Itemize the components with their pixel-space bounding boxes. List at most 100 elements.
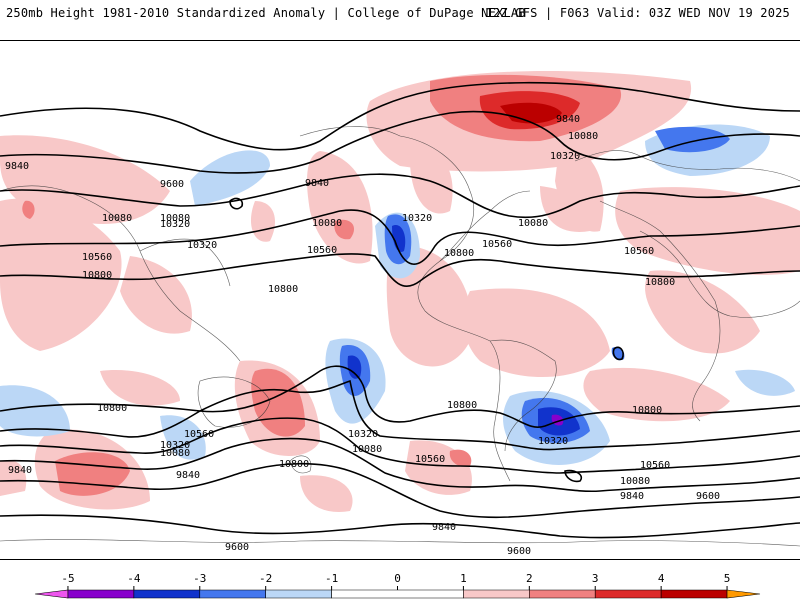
contour-north-a <box>0 81 800 151</box>
contour-label: 10560 <box>415 454 445 465</box>
contour-label: 9840 <box>620 491 644 502</box>
colorbar-segment <box>265 589 332 599</box>
colorbar-legend: -5 -4 -3 -2 -1 0 1 2 3 4 5 <box>0 560 800 600</box>
contour-label: 10800 <box>82 270 112 281</box>
contour-closed-pacific <box>229 197 244 210</box>
contour-mid-a <box>0 209 800 265</box>
colorbar-tick-label: -4 <box>127 572 141 585</box>
anomaly-pos4 <box>500 102 562 124</box>
contour-closed-southern <box>564 469 583 483</box>
colorbar-tick-label: 0 <box>394 572 401 585</box>
contour-label: 10800 <box>97 403 127 414</box>
contour-south-d <box>0 462 800 519</box>
anomaly-pos1 <box>0 198 122 351</box>
contour-south-c <box>0 437 800 493</box>
contour-label: 10080 <box>102 213 132 224</box>
model-valid-time: 12Z GFS | F063 Valid: 03Z WED NOV 19 202… <box>485 6 790 20</box>
contour-label: 10560 <box>640 460 670 471</box>
contour-label: 9840 <box>556 114 580 125</box>
contour-label: 10560 <box>624 246 654 257</box>
contour-label: 10320 <box>348 429 378 440</box>
colorbar-tick-label: 2 <box>526 572 533 585</box>
colorbar-segment <box>34 589 69 599</box>
colorbar-segment <box>594 589 662 599</box>
colorbar-tick-label: 4 <box>658 572 665 585</box>
contour-label: 10080 <box>568 131 598 142</box>
anomaly-neg1 <box>735 369 795 396</box>
anomaly-pos1 <box>120 256 192 334</box>
contour-north-c <box>0 173 800 219</box>
anomaly-pos1 <box>307 151 373 264</box>
contour-south-a <box>0 379 800 451</box>
contour-north-b <box>0 110 800 174</box>
contour-label: 9600 <box>225 542 249 553</box>
colorbar-segment <box>67 589 135 599</box>
contour-label: 10560 <box>307 245 337 256</box>
map-title: 250mb Height 1981-2010 Standardized Anom… <box>6 6 526 20</box>
contour-label: 10320 <box>160 219 190 230</box>
colorbar-tick-label: -3 <box>193 572 206 585</box>
anomaly-pos1 <box>615 187 800 275</box>
contour-label: 10320 <box>538 436 568 447</box>
anomaly-pos1 <box>300 475 353 512</box>
contour-label: 9600 <box>696 491 720 502</box>
contour-labels: 9840 10080 10320 9840 9600 9840 10080 10… <box>5 114 720 557</box>
contour-south-e <box>0 514 800 539</box>
colorbar-tick-label: -5 <box>61 572 74 585</box>
contour-label: 9840 <box>305 178 329 189</box>
colorbar-segment <box>199 589 266 599</box>
contour-label: 9840 <box>5 161 29 172</box>
anomaly-map: 9840 10080 10320 9840 9600 9840 10080 10… <box>0 40 800 560</box>
anomaly-neg3 <box>392 225 406 252</box>
contour-label: 10560 <box>82 252 112 263</box>
colorbar-segment <box>463 589 530 599</box>
contour-label: 10080 <box>160 448 190 459</box>
colorbar-tick-label: 3 <box>592 572 599 585</box>
colorbar-segment <box>133 589 201 599</box>
anomaly-pos2 <box>22 200 35 219</box>
contour-south-b <box>0 417 800 474</box>
contour-closed-atlantic <box>612 346 624 361</box>
contour-label: 10320 <box>402 213 432 224</box>
contour-label: 9840 <box>432 522 456 533</box>
anomaly-pos1 <box>540 186 593 232</box>
contour-label: 10800 <box>645 277 675 288</box>
anomaly-pos1 <box>645 270 760 354</box>
contour-label: 10560 <box>482 239 512 250</box>
contour-label: 10800 <box>447 400 477 411</box>
contour-label: 10080 <box>312 218 342 229</box>
contour-label: 10080 <box>160 213 190 224</box>
anomaly-neg3 <box>347 355 362 379</box>
contour-label: 10320 <box>550 151 580 162</box>
colorbar-segment <box>726 589 761 599</box>
contour-label: 9600 <box>507 546 531 557</box>
contour-label: 10800 <box>279 459 309 470</box>
colorbar-tick-label: -1 <box>325 572 338 585</box>
anomaly-neg1 <box>190 150 270 206</box>
contour-label: 10080 <box>620 476 650 487</box>
anomaly-pos1 <box>0 460 27 496</box>
contour-label: 10320 <box>187 240 217 251</box>
colorbar-segment <box>660 589 728 599</box>
colorbar-segment <box>331 589 464 599</box>
contour-label: 10080 <box>518 218 548 229</box>
anomaly-pos2 <box>449 449 472 467</box>
contour-label: 10800 <box>632 405 662 416</box>
contour-label: 10800 <box>268 284 298 295</box>
contour-label: 9840 <box>176 470 200 481</box>
colorbar-tick-label: 5 <box>724 572 731 585</box>
contour-label: 9600 <box>160 179 184 190</box>
anomaly-pos1 <box>583 367 730 422</box>
anomaly-pos2 <box>334 219 355 240</box>
contour-label: 10560 <box>184 429 214 440</box>
anomaly-neg1 <box>0 385 70 437</box>
colorbar-tick-label: -2 <box>259 572 272 585</box>
anomaly-pos1 <box>100 370 180 406</box>
contour-mid-b <box>0 253 800 287</box>
contour-label: 10800 <box>444 248 474 259</box>
anomaly-pos1 <box>250 201 275 242</box>
anomaly-pos1 <box>463 288 610 378</box>
contour-label: 9840 <box>8 465 32 476</box>
contour-label: 10320 <box>160 440 190 451</box>
contour-label: 10080 <box>352 444 382 455</box>
